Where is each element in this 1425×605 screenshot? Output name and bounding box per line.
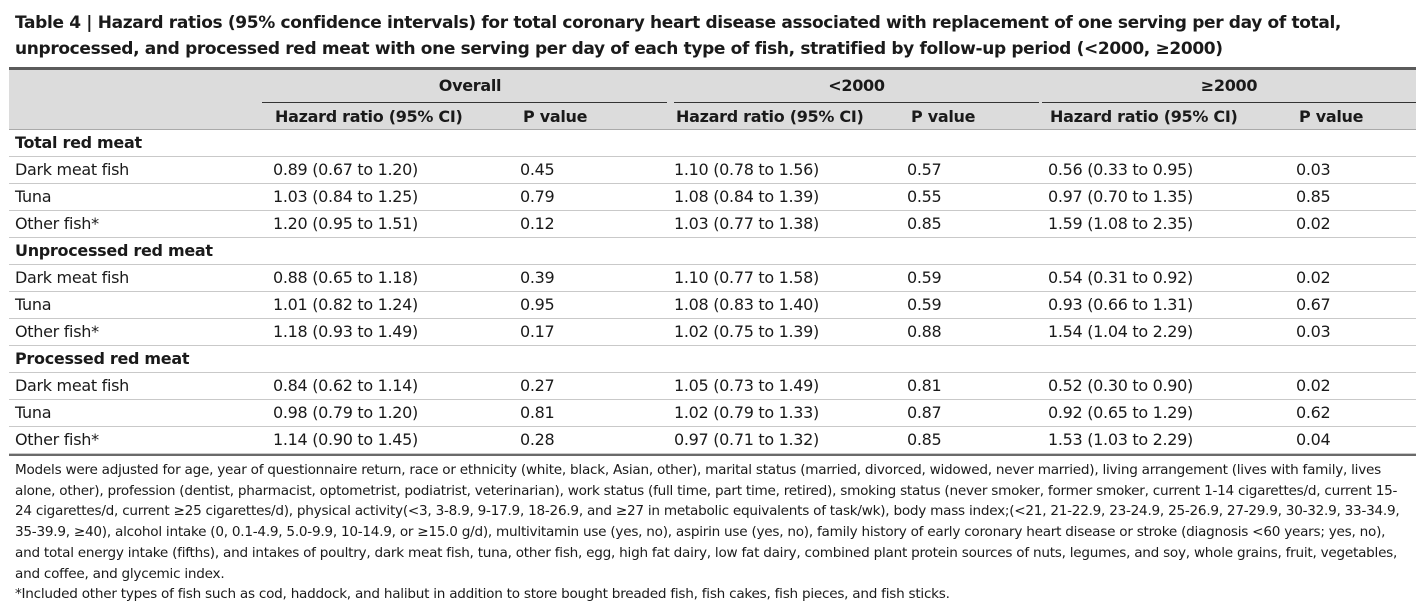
table-cell: 1.02 (0.75 to 1.39) xyxy=(674,322,819,341)
table-cell: 0.87 xyxy=(907,403,942,422)
table-cell: 0.81 xyxy=(520,403,555,422)
table-cell: 0.84 (0.62 to 1.14) xyxy=(273,376,418,395)
column-header: Hazard ratio (95% CI) xyxy=(676,107,864,126)
table-row: Dark meat fish 0.88 (0.65 to 1.18) 0.39 1.1… xyxy=(9,265,1416,292)
table-cell: 1.53 (1.03 to 2.29) xyxy=(1048,430,1193,449)
table-cell: 0.85 xyxy=(907,430,942,449)
table-cell: 0.56 (0.33 to 0.95) xyxy=(1048,160,1193,179)
table-notes: Models were adjusted for age, year of qu… xyxy=(9,454,1416,605)
row-label: Dark meat fish xyxy=(15,160,130,179)
table-row: Tuna 1.03 (0.84 to 1.25) 0.79 1.08 (0.84 to… xyxy=(9,184,1416,211)
row-label: Tuna xyxy=(15,403,52,422)
table-body: Total red meat Dark meat fish 0.89 (0.67 t… xyxy=(9,130,1416,454)
table-cell: 0.89 (0.67 to 1.20) xyxy=(273,160,418,179)
column-header: P value xyxy=(523,107,588,126)
table-cell: 1.54 (1.04 to 2.29) xyxy=(1048,322,1193,341)
group-header-overall: Overall xyxy=(438,76,502,95)
table-cell: 0.85 xyxy=(1296,187,1331,206)
row-label: Tuna xyxy=(15,295,52,314)
table-cell: 0.28 xyxy=(520,430,555,449)
row-label: Dark meat fish xyxy=(15,268,130,287)
table-cell: 0.02 xyxy=(1296,376,1331,395)
table-cell: 1.01 (0.82 to 1.24) xyxy=(273,295,418,314)
table-cell: 1.05 (0.73 to 1.49) xyxy=(674,376,819,395)
section-label: Processed red meat xyxy=(15,349,190,368)
table-cell: 0.27 xyxy=(520,376,555,395)
row-label: Other fish* xyxy=(15,322,99,341)
table-cell: 1.03 (0.77 to 1.38) xyxy=(674,214,819,233)
footnote: *Included other types of fish such as co… xyxy=(15,586,950,603)
table-cell: 0.79 xyxy=(520,187,555,206)
group-header-from-2000: ≥2000 xyxy=(1200,76,1258,95)
row-label: Tuna xyxy=(15,187,52,206)
table-cell: 0.59 xyxy=(907,268,942,287)
table-cell: 0.39 xyxy=(520,268,555,287)
table-cell: 0.03 xyxy=(1296,160,1331,179)
section-row: Total red meat xyxy=(9,130,1416,157)
table-cell: 1.10 (0.77 to 1.58) xyxy=(674,268,819,287)
table-cell: 0.97 (0.71 to 1.32) xyxy=(674,430,819,449)
table-cell: 0.92 (0.65 to 1.29) xyxy=(1048,403,1193,422)
table-cell: 0.59 xyxy=(907,295,942,314)
table-cell: 0.67 xyxy=(1296,295,1331,314)
table-cell: 0.17 xyxy=(520,322,555,341)
table-cell: 1.59 (1.08 to 2.35) xyxy=(1048,214,1193,233)
table-row: Tuna 1.01 (0.82 to 1.24) 0.95 1.08 (0.83 to… xyxy=(9,292,1416,319)
table-cell: 0.98 (0.79 to 1.20) xyxy=(273,403,418,422)
table-cell: 0.12 xyxy=(520,214,555,233)
table-cell: 0.54 (0.31 to 0.92) xyxy=(1048,268,1193,287)
table-row: Other fish* 1.14 (0.90 to 1.45) 0.28 0.97 (… xyxy=(9,427,1416,454)
table-row: Other fish* 1.18 (0.93 to 1.49) 0.17 1.02 (… xyxy=(9,319,1416,346)
table-cell: 1.08 (0.83 to 1.40) xyxy=(674,295,819,314)
group-rule-before-2000 xyxy=(674,102,1039,103)
table-cell: 0.55 xyxy=(907,187,942,206)
table-cell: 0.04 xyxy=(1296,430,1331,449)
table-row: Other fish* 1.20 (0.95 to 1.51) 0.12 1.03 (… xyxy=(9,211,1416,238)
section-row: Unprocessed red meat xyxy=(9,238,1416,265)
table-title: Table 4 | Hazard ratios (95% confidence … xyxy=(9,10,1416,70)
table-cell: 1.14 (0.90 to 1.45) xyxy=(273,430,418,449)
row-label: Other fish* xyxy=(15,214,99,233)
row-label: Dark meat fish xyxy=(15,376,130,395)
table-figure: Table 4 | Hazard ratios (95% confidence … xyxy=(9,10,1416,605)
group-rule-overall xyxy=(262,102,667,103)
table-cell: 0.45 xyxy=(520,160,555,179)
table-cell: 0.03 xyxy=(1296,322,1331,341)
table-row: Dark meat fish 0.89 (0.67 to 1.20) 0.45 1.1… xyxy=(9,157,1416,184)
table-cell: 0.85 xyxy=(907,214,942,233)
section-label: Unprocessed red meat xyxy=(15,241,213,260)
table-row: Dark meat fish 0.84 (0.62 to 1.14) 0.27 1.0… xyxy=(9,373,1416,400)
table-cell: 0.97 (0.70 to 1.35) xyxy=(1048,187,1193,206)
table-cell: 0.81 xyxy=(907,376,942,395)
table-row: Tuna 0.98 (0.79 to 1.20) 0.81 1.02 (0.79 to… xyxy=(9,400,1416,427)
table-cell: 1.18 (0.93 to 1.49) xyxy=(273,322,418,341)
column-header: Hazard ratio (95% CI) xyxy=(275,107,463,126)
table-cell: 0.88 xyxy=(907,322,942,341)
section-row: Processed red meat xyxy=(9,346,1416,373)
table-cell: 0.57 xyxy=(907,160,942,179)
group-header-before-2000: <2000 xyxy=(828,76,885,95)
table-cell: 0.02 xyxy=(1296,268,1331,287)
table-cell: 1.02 (0.79 to 1.33) xyxy=(674,403,819,422)
column-header: P value xyxy=(911,107,976,126)
table-cell: 1.20 (0.95 to 1.51) xyxy=(273,214,418,233)
table-cell: 1.10 (0.78 to 1.56) xyxy=(674,160,819,179)
table-cell: 0.88 (0.65 to 1.18) xyxy=(273,268,418,287)
adjustment-note: Models were adjusted for age, year of qu… xyxy=(15,462,1400,582)
table-cell: 0.52 (0.30 to 0.90) xyxy=(1048,376,1193,395)
table-cell: 1.03 (0.84 to 1.25) xyxy=(273,187,418,206)
table-cell: 0.02 xyxy=(1296,214,1331,233)
table-header: Overall <2000 ≥2000 Hazard ratio (95% CI… xyxy=(9,70,1416,130)
table-cell: 1.08 (0.84 to 1.39) xyxy=(674,187,819,206)
table-cell: 0.93 (0.66 to 1.31) xyxy=(1048,295,1193,314)
table-cell: 0.62 xyxy=(1296,403,1331,422)
section-label: Total red meat xyxy=(15,133,142,152)
column-header: Hazard ratio (95% CI) xyxy=(1050,107,1238,126)
row-label: Other fish* xyxy=(15,430,99,449)
group-rule-from-2000 xyxy=(1042,102,1416,103)
table-cell: 0.95 xyxy=(520,295,555,314)
column-header: P value xyxy=(1299,107,1364,126)
